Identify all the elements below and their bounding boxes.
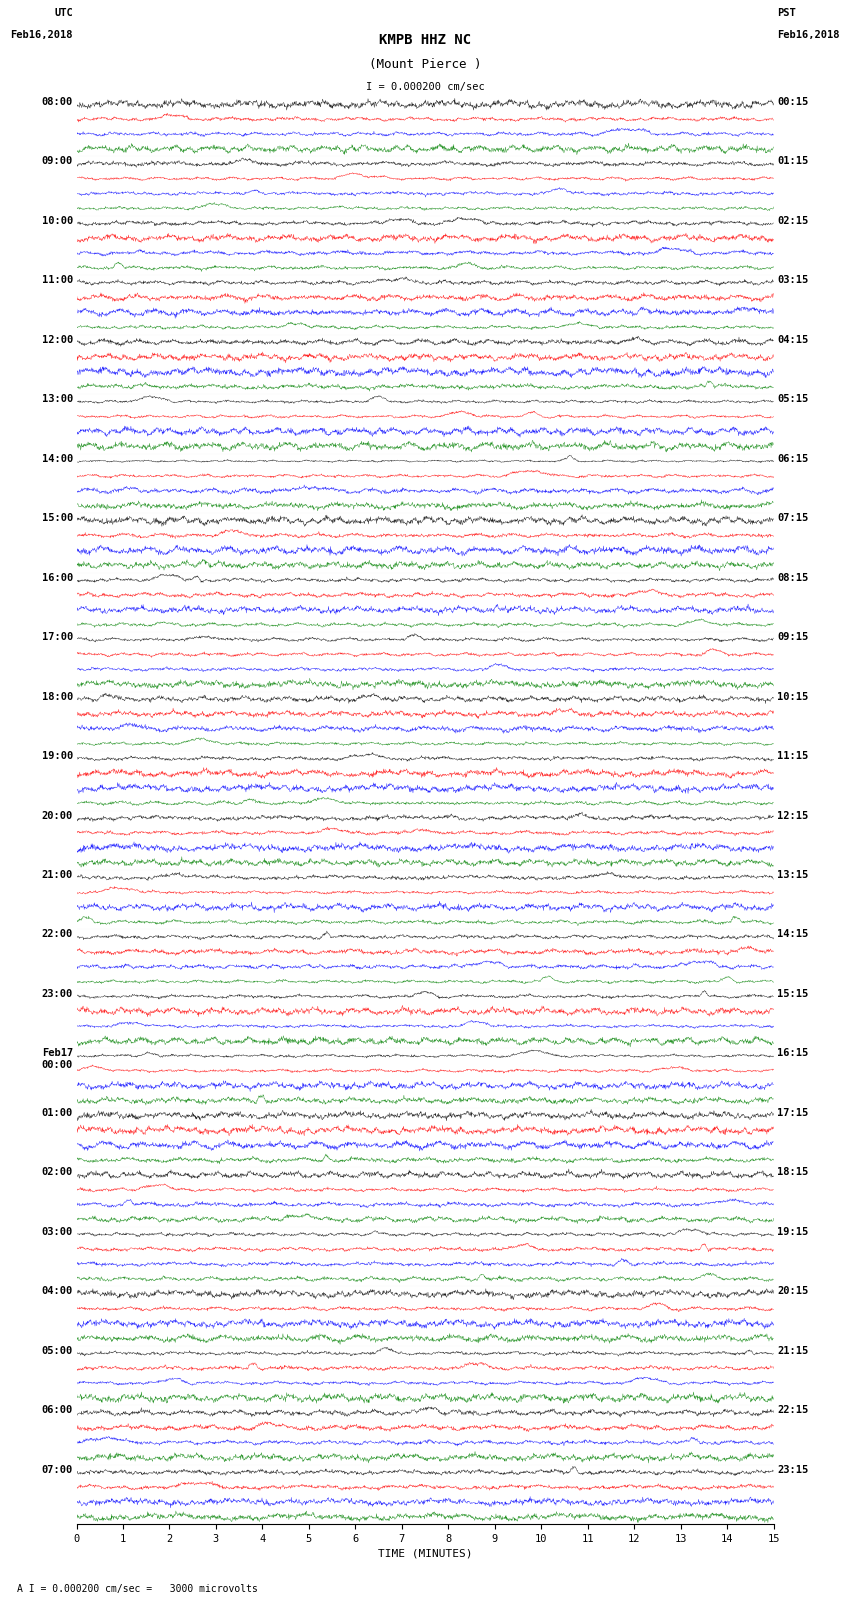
Text: 10:15: 10:15 <box>777 692 808 702</box>
Text: UTC: UTC <box>54 8 73 18</box>
Text: 07:00: 07:00 <box>42 1465 73 1474</box>
X-axis label: TIME (MINUTES): TIME (MINUTES) <box>377 1548 473 1558</box>
Text: 09:15: 09:15 <box>777 632 808 642</box>
Text: 20:15: 20:15 <box>777 1287 808 1297</box>
Text: 16:15: 16:15 <box>777 1048 808 1058</box>
Text: 03:15: 03:15 <box>777 276 808 286</box>
Text: 15:15: 15:15 <box>777 989 808 998</box>
Text: A I = 0.000200 cm/sec =   3000 microvolts: A I = 0.000200 cm/sec = 3000 microvolts <box>17 1584 258 1594</box>
Text: 01:15: 01:15 <box>777 156 808 166</box>
Text: Feb16,2018: Feb16,2018 <box>777 29 840 40</box>
Text: 03:00: 03:00 <box>42 1227 73 1237</box>
Text: PST: PST <box>777 8 796 18</box>
Text: (Mount Pierce ): (Mount Pierce ) <box>369 58 481 71</box>
Text: 12:15: 12:15 <box>777 810 808 821</box>
Text: 17:15: 17:15 <box>777 1108 808 1118</box>
Text: 06:15: 06:15 <box>777 453 808 463</box>
Text: 21:15: 21:15 <box>777 1345 808 1357</box>
Text: 02:00: 02:00 <box>42 1168 73 1177</box>
Text: 15:00: 15:00 <box>42 513 73 523</box>
Text: 10:00: 10:00 <box>42 216 73 226</box>
Text: 09:00: 09:00 <box>42 156 73 166</box>
Text: 01:00: 01:00 <box>42 1108 73 1118</box>
Text: 17:00: 17:00 <box>42 632 73 642</box>
Text: 23:15: 23:15 <box>777 1465 808 1474</box>
Text: 19:00: 19:00 <box>42 752 73 761</box>
Text: 22:15: 22:15 <box>777 1405 808 1415</box>
Text: 13:15: 13:15 <box>777 869 808 881</box>
Text: I = 0.000200 cm/sec: I = 0.000200 cm/sec <box>366 82 484 92</box>
Text: 16:00: 16:00 <box>42 573 73 582</box>
Text: 05:00: 05:00 <box>42 1345 73 1357</box>
Text: 06:00: 06:00 <box>42 1405 73 1415</box>
Text: Feb17
00:00: Feb17 00:00 <box>42 1048 73 1069</box>
Text: 07:15: 07:15 <box>777 513 808 523</box>
Text: 14:15: 14:15 <box>777 929 808 939</box>
Text: 12:00: 12:00 <box>42 336 73 345</box>
Text: 11:15: 11:15 <box>777 752 808 761</box>
Text: 23:00: 23:00 <box>42 989 73 998</box>
Text: KMPB HHZ NC: KMPB HHZ NC <box>379 32 471 47</box>
Text: 04:00: 04:00 <box>42 1287 73 1297</box>
Text: 13:00: 13:00 <box>42 394 73 405</box>
Text: 22:00: 22:00 <box>42 929 73 939</box>
Text: 08:15: 08:15 <box>777 573 808 582</box>
Text: 11:00: 11:00 <box>42 276 73 286</box>
Text: 20:00: 20:00 <box>42 810 73 821</box>
Text: 04:15: 04:15 <box>777 336 808 345</box>
Text: 19:15: 19:15 <box>777 1227 808 1237</box>
Text: 14:00: 14:00 <box>42 453 73 463</box>
Text: 21:00: 21:00 <box>42 869 73 881</box>
Text: 02:15: 02:15 <box>777 216 808 226</box>
Text: 18:15: 18:15 <box>777 1168 808 1177</box>
Text: 00:15: 00:15 <box>777 97 808 106</box>
Text: Feb16,2018: Feb16,2018 <box>10 29 73 40</box>
Text: 05:15: 05:15 <box>777 394 808 405</box>
Text: 08:00: 08:00 <box>42 97 73 106</box>
Text: 18:00: 18:00 <box>42 692 73 702</box>
